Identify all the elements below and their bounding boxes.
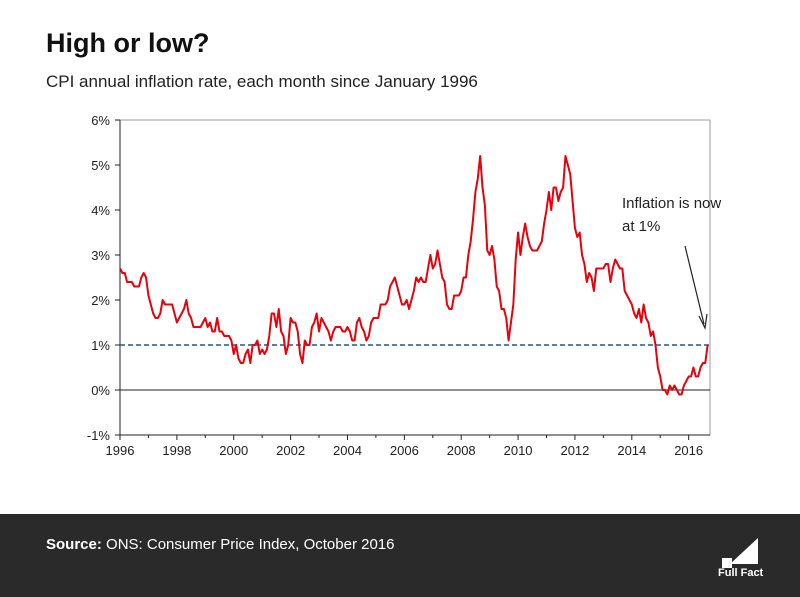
x-tick-label: 2000: [219, 443, 248, 458]
annotation-arrowhead: [698, 313, 708, 330]
y-tick-label: 5%: [91, 158, 110, 173]
x-tick-label: 2010: [504, 443, 533, 458]
footer: Source: ONS: Consumer Price Index, Octob…: [0, 514, 800, 597]
logo-triangle-icon: [730, 538, 758, 564]
source-text: ONS: Consumer Price Index, October 2016: [101, 536, 395, 553]
x-tick-label: 1996: [106, 443, 135, 458]
y-tick-label: 2%: [91, 293, 110, 308]
x-tick-label: 2006: [390, 443, 419, 458]
series-line-cpi: [119, 155, 709, 396]
chart-title: High or low?: [46, 28, 210, 58]
axes: -1% 0% 1% 2% 3% 4% 5% 6% 1996 1998 2000 2002 2004 200…: [87, 113, 711, 458]
series-layer: [119, 155, 709, 396]
full-fact-logo: Full Fact: [718, 538, 764, 578]
y-tick-label: 0%: [91, 383, 110, 398]
logo-text: Full Fact: [718, 567, 764, 578]
annotation: Inflation is now at 1%: [622, 195, 721, 330]
y-tick-label: 1%: [91, 338, 110, 353]
annotation-line-2: at 1%: [622, 218, 660, 235]
chart-subtitle: CPI annual inflation rate, each month si…: [46, 72, 478, 91]
line-chart: -1% 0% 1% 2% 3% 4% 5% 6% 1996 1998 2000 2002 2004 200…: [87, 113, 722, 458]
annotation-line-1: Inflation is now: [622, 195, 721, 212]
x-tick-label: 2014: [617, 443, 646, 458]
x-tick-label: 2004: [333, 443, 362, 458]
y-tick-label: -1%: [87, 428, 111, 443]
y-tick-label: 3%: [91, 248, 110, 263]
logo-step-icon: [722, 558, 732, 568]
x-tick-label: 2016: [674, 443, 703, 458]
x-tick-label: 1998: [162, 443, 191, 458]
x-tick-label: 2012: [560, 443, 589, 458]
x-tick-label: 2002: [276, 443, 305, 458]
y-tick-label: 6%: [91, 113, 110, 128]
source-label: Source:: [46, 536, 102, 553]
source-note: Source: ONS: Consumer Price Index, Octob…: [46, 536, 395, 553]
annotation-arrow-shaft: [684, 245, 705, 325]
x-tick-label: 2008: [447, 443, 476, 458]
y-tick-label: 4%: [91, 203, 110, 218]
